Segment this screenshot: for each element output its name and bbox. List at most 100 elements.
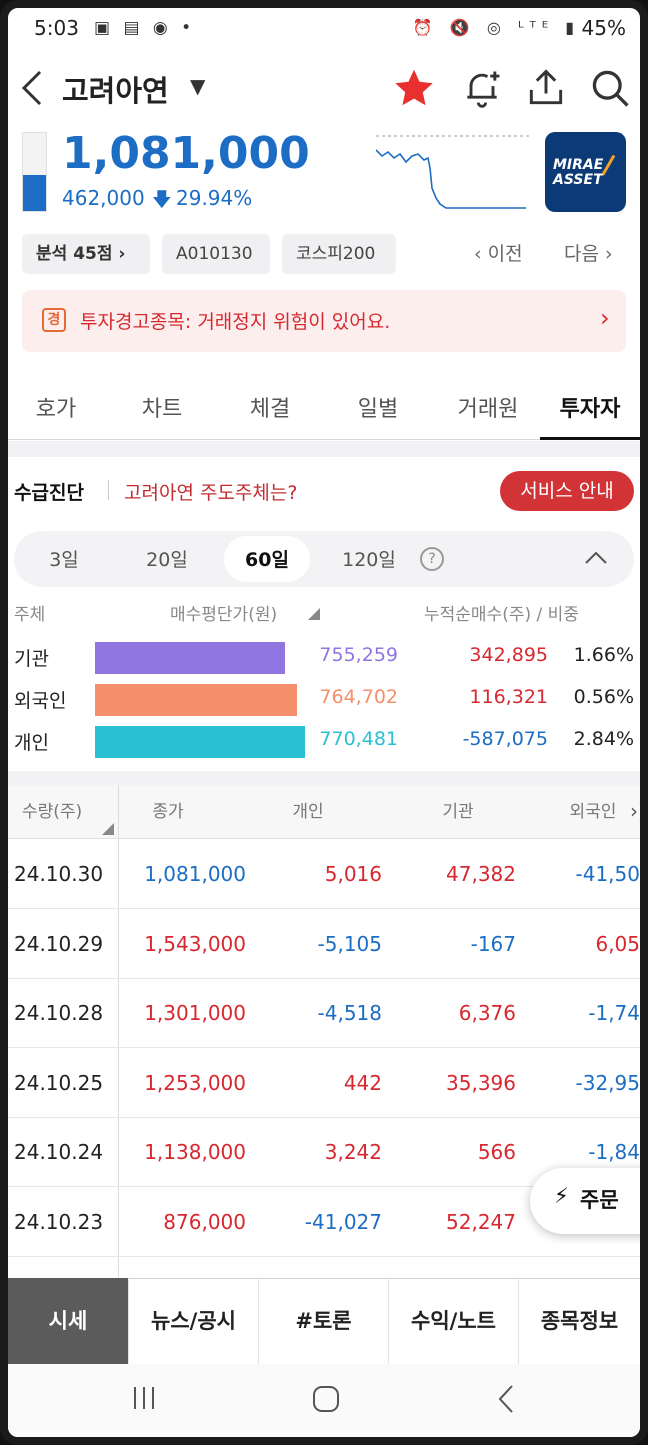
- investor-ratio: 2.84%: [573, 728, 634, 750]
- col-avg-price[interactable]: 매수평단가(원): [170, 605, 278, 625]
- nav-profit-note[interactable]: 수익/노트: [388, 1278, 518, 1364]
- scroll-right-icon[interactable]: ›: [630, 799, 638, 823]
- investor-ratio: 1.66%: [573, 644, 634, 666]
- status-time: 5:03: [34, 16, 79, 40]
- supply-subtitle[interactable]: 고려아연 주도주체는?: [124, 482, 298, 504]
- investor-name: 개인: [14, 732, 49, 754]
- period-20d[interactable]: 20일: [146, 549, 188, 571]
- qty-sort-icon: [102, 823, 114, 835]
- broker-logo-line2: ASSET: [553, 172, 603, 188]
- table-header: 수량(주) 종가 개인 기관 외국인 ›: [8, 785, 640, 839]
- change-percent: 29.94%: [176, 186, 253, 210]
- nav-discussion[interactable]: #토론: [258, 1278, 388, 1364]
- header-individual: 개인: [292, 802, 324, 822]
- chevron-right-icon: ›: [600, 304, 610, 332]
- investor-name: 기관: [14, 648, 49, 670]
- table-row[interactable]: 24.10.24 1,138,000 3,242 566 -1,84: [8, 1118, 640, 1187]
- collapse-chevron-icon[interactable]: [584, 548, 608, 572]
- tab-hoga[interactable]: 호가: [35, 397, 77, 422]
- table-row[interactable]: 24.10.25 1,253,000 442 35,396 -32,95: [8, 1049, 640, 1118]
- header-foreign: 외국인: [569, 802, 617, 822]
- header-close: 종가: [152, 802, 184, 822]
- row-individual: 3,242: [324, 1140, 382, 1164]
- period-3d[interactable]: 3일: [49, 549, 79, 571]
- investor-net-buy: 116,321: [469, 686, 548, 708]
- row-institution: 6,376: [458, 1001, 516, 1025]
- row-date: 24.10.25: [14, 1071, 104, 1095]
- next-stock-button[interactable]: 다음 ›: [564, 243, 613, 265]
- investor-avg-price-bar: [95, 726, 305, 758]
- battery-level: 45%: [581, 16, 626, 40]
- row-foreign: -1,84: [588, 1140, 640, 1164]
- investor-avg-price: 764,702: [319, 686, 398, 708]
- period-selected-pill: [224, 536, 310, 582]
- tab-daily[interactable]: 일별: [357, 397, 399, 422]
- table-row[interactable]: 24.10.30 1,081,000 5,016 47,382 -41,50: [8, 840, 640, 909]
- stock-code-tag[interactable]: A010130: [162, 234, 270, 274]
- investor-name: 외국인: [14, 690, 67, 712]
- recent-apps-icon[interactable]: [130, 1384, 158, 1416]
- nav-quote[interactable]: 시세: [8, 1278, 128, 1364]
- current-price: 1,081,000: [62, 128, 310, 179]
- investor-avg-price: 770,481: [319, 728, 398, 750]
- investor-avg-price-bar: [95, 684, 297, 716]
- col-subject: 주체: [14, 605, 46, 625]
- row-institution: 52,247: [446, 1210, 516, 1234]
- row-close: 1,253,000: [144, 1071, 246, 1095]
- supply-title: 수급진단: [14, 482, 84, 504]
- help-icon[interactable]: ?: [420, 547, 444, 571]
- warning-banner[interactable]: 경 투자경고종목: 거래정지 위험이 있어요. ›: [22, 290, 626, 352]
- row-individual: 5,016: [324, 862, 382, 886]
- table-row[interactable]: 24.10.28 1,301,000 -4,518 6,376 -1,74: [8, 979, 640, 1048]
- nav-stock-info[interactable]: 종목정보: [518, 1278, 640, 1364]
- tab-brokers[interactable]: 거래원: [457, 397, 519, 422]
- share-icon[interactable]: [524, 66, 568, 114]
- section-divider: [8, 441, 640, 457]
- tab-trades[interactable]: 체결: [249, 397, 291, 422]
- prev-stock-button[interactable]: ‹ 이전: [474, 243, 523, 265]
- period-120d[interactable]: 120일: [342, 549, 396, 571]
- period-60d[interactable]: 60일: [245, 549, 289, 571]
- row-individual: -4,518: [317, 1001, 382, 1025]
- row-close: 876,000: [163, 1210, 246, 1234]
- price-range-gauge: [22, 132, 47, 212]
- warning-text: 투자경고종목: 거래정지 위험이 있어요.: [80, 311, 391, 333]
- sort-icon: [308, 608, 320, 620]
- col-cumulative: 누적순매수(주) / 비중: [424, 605, 579, 625]
- table-row[interactable]: 24.10.29 1,543,000 -5,105 -167 6,05: [8, 910, 640, 979]
- row-institution: 47,382: [446, 862, 516, 886]
- alarm-add-icon[interactable]: [460, 66, 504, 114]
- order-button[interactable]: ⚡ 주문: [530, 1168, 640, 1234]
- row-institution: -167: [470, 932, 516, 956]
- stock-title[interactable]: 고려아연: [62, 74, 169, 108]
- header-qty[interactable]: 수량(주): [22, 802, 83, 822]
- warning-badge-icon: 경: [42, 308, 66, 332]
- row-date: 24.10.28: [14, 1001, 104, 1025]
- tab-investors[interactable]: 투자자: [540, 380, 640, 440]
- favorite-star-icon[interactable]: [392, 66, 436, 114]
- section-divider-2: [8, 771, 640, 785]
- table-column-divider: [118, 785, 119, 1278]
- intraday-sparkline[interactable]: [375, 132, 532, 216]
- index-tag[interactable]: 코스피200: [282, 234, 396, 274]
- search-icon[interactable]: [588, 66, 632, 114]
- home-icon[interactable]: [311, 1384, 341, 1418]
- system-icons: ⏰ 🔇 ◎ ᴸᵀᴱ ▮: [412, 18, 580, 37]
- tab-chart[interactable]: 차트: [141, 397, 183, 422]
- nav-news[interactable]: 뉴스/공시: [128, 1278, 258, 1364]
- status-bar: 5:03 ▣ ▤ ◉ • ⏰ 🔇 ◎ ᴸᵀᴱ ▮ 45%: [8, 8, 640, 52]
- service-guide-button[interactable]: 서비스 안내: [500, 471, 634, 511]
- investor-ratio: 0.56%: [573, 686, 634, 708]
- back-icon[interactable]: [18, 68, 46, 114]
- broker-logo: MIRAE ASSET: [545, 132, 626, 212]
- row-individual: -5,105: [317, 932, 382, 956]
- order-label: 주문: [580, 1188, 619, 1212]
- title-separator: [108, 480, 109, 500]
- analysis-score-tag[interactable]: 분석 45점 ›: [22, 234, 150, 274]
- investor-avg-price-bar: [95, 642, 285, 674]
- row-foreign: -1,74: [588, 1001, 640, 1025]
- system-back-icon[interactable]: [494, 1382, 518, 1420]
- title-dropdown-icon[interactable]: ▼: [190, 74, 206, 98]
- row-individual: 442: [343, 1071, 382, 1095]
- notification-icons: ▣ ▤ ◉ •: [94, 18, 196, 38]
